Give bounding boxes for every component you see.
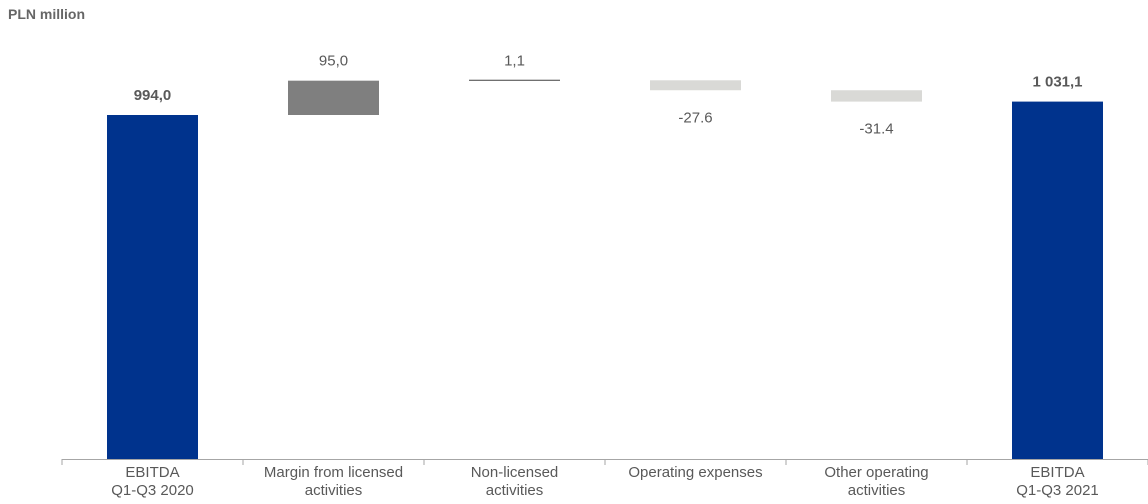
category-label-4: Other operating (824, 464, 928, 481)
value-label-4: -31.4 (859, 121, 893, 138)
bar-4 (831, 90, 922, 102)
category-label-3: Operating expenses (628, 464, 762, 481)
bars-group (107, 79, 1103, 460)
value-label-5: 1 031,1 (1032, 74, 1082, 91)
category-label-2: Non-licensed (471, 464, 559, 481)
value-label-3: -27.6 (678, 109, 712, 126)
x-axis (61, 459, 1148, 465)
value-label-0: 994,0 (134, 87, 172, 104)
value-labels-group: 994,0 95,0 1,1 -27.6 -31.4 1 031,1 (134, 52, 1083, 137)
bar-0 (107, 115, 198, 459)
value-label-1: 95,0 (319, 53, 348, 70)
category-label-4: activities (848, 482, 906, 499)
category-label-1: Margin from licensed (264, 464, 403, 481)
category-label-5: EBITDA (1030, 464, 1084, 481)
category-label-2: activities (486, 482, 544, 499)
bar-5 (1012, 101, 1103, 460)
value-label-2: 1,1 (504, 52, 525, 69)
bar-1 (288, 80, 379, 115)
unit-label: PLN million (8, 6, 85, 22)
category-label-0: Q1-Q3 2020 (111, 482, 194, 499)
bar-3 (650, 80, 741, 91)
category-label-5: Q1-Q3 2021 (1016, 482, 1099, 499)
category-label-1: activities (305, 482, 363, 499)
category-label-0: EBITDA (125, 464, 179, 481)
